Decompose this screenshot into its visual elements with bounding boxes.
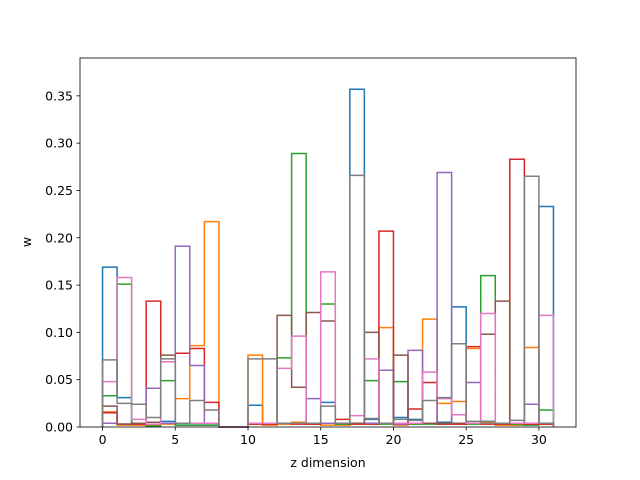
x-tick-label: 0 — [99, 432, 107, 447]
y-tick-label: 0.35 — [45, 88, 73, 103]
series-6-step-line — [101, 271, 555, 428]
x-axis: 0 5 10 15 20 25 30 — [99, 427, 547, 447]
x-tick-label: 15 — [313, 432, 329, 447]
x-tick-label: 25 — [458, 432, 474, 447]
y-tick-label: 0.10 — [45, 325, 73, 340]
y-axis: 0.00 0.05 0.10 0.15 0.20 0.25 0.30 0.35 — [45, 88, 80, 435]
series-7-step-line — [101, 174, 555, 428]
y-tick-label: 0.25 — [45, 183, 73, 198]
y-tick-label: 0.20 — [45, 230, 73, 245]
plot-area — [80, 58, 576, 427]
x-axis-label: z dimension — [290, 455, 365, 470]
x-tick-label: 30 — [531, 432, 547, 447]
series-layer — [101, 88, 555, 428]
x-tick-label: 10 — [240, 432, 256, 447]
y-tick-label: 0.00 — [45, 420, 73, 435]
y-axis-label: w — [19, 237, 34, 247]
x-tick-label: 20 — [386, 432, 402, 447]
y-tick-label: 0.30 — [45, 136, 73, 151]
x-tick-label: 5 — [171, 432, 179, 447]
y-tick-label: 0.15 — [45, 278, 73, 293]
y-tick-label: 0.05 — [45, 372, 73, 387]
plot-frame — [79, 57, 577, 428]
